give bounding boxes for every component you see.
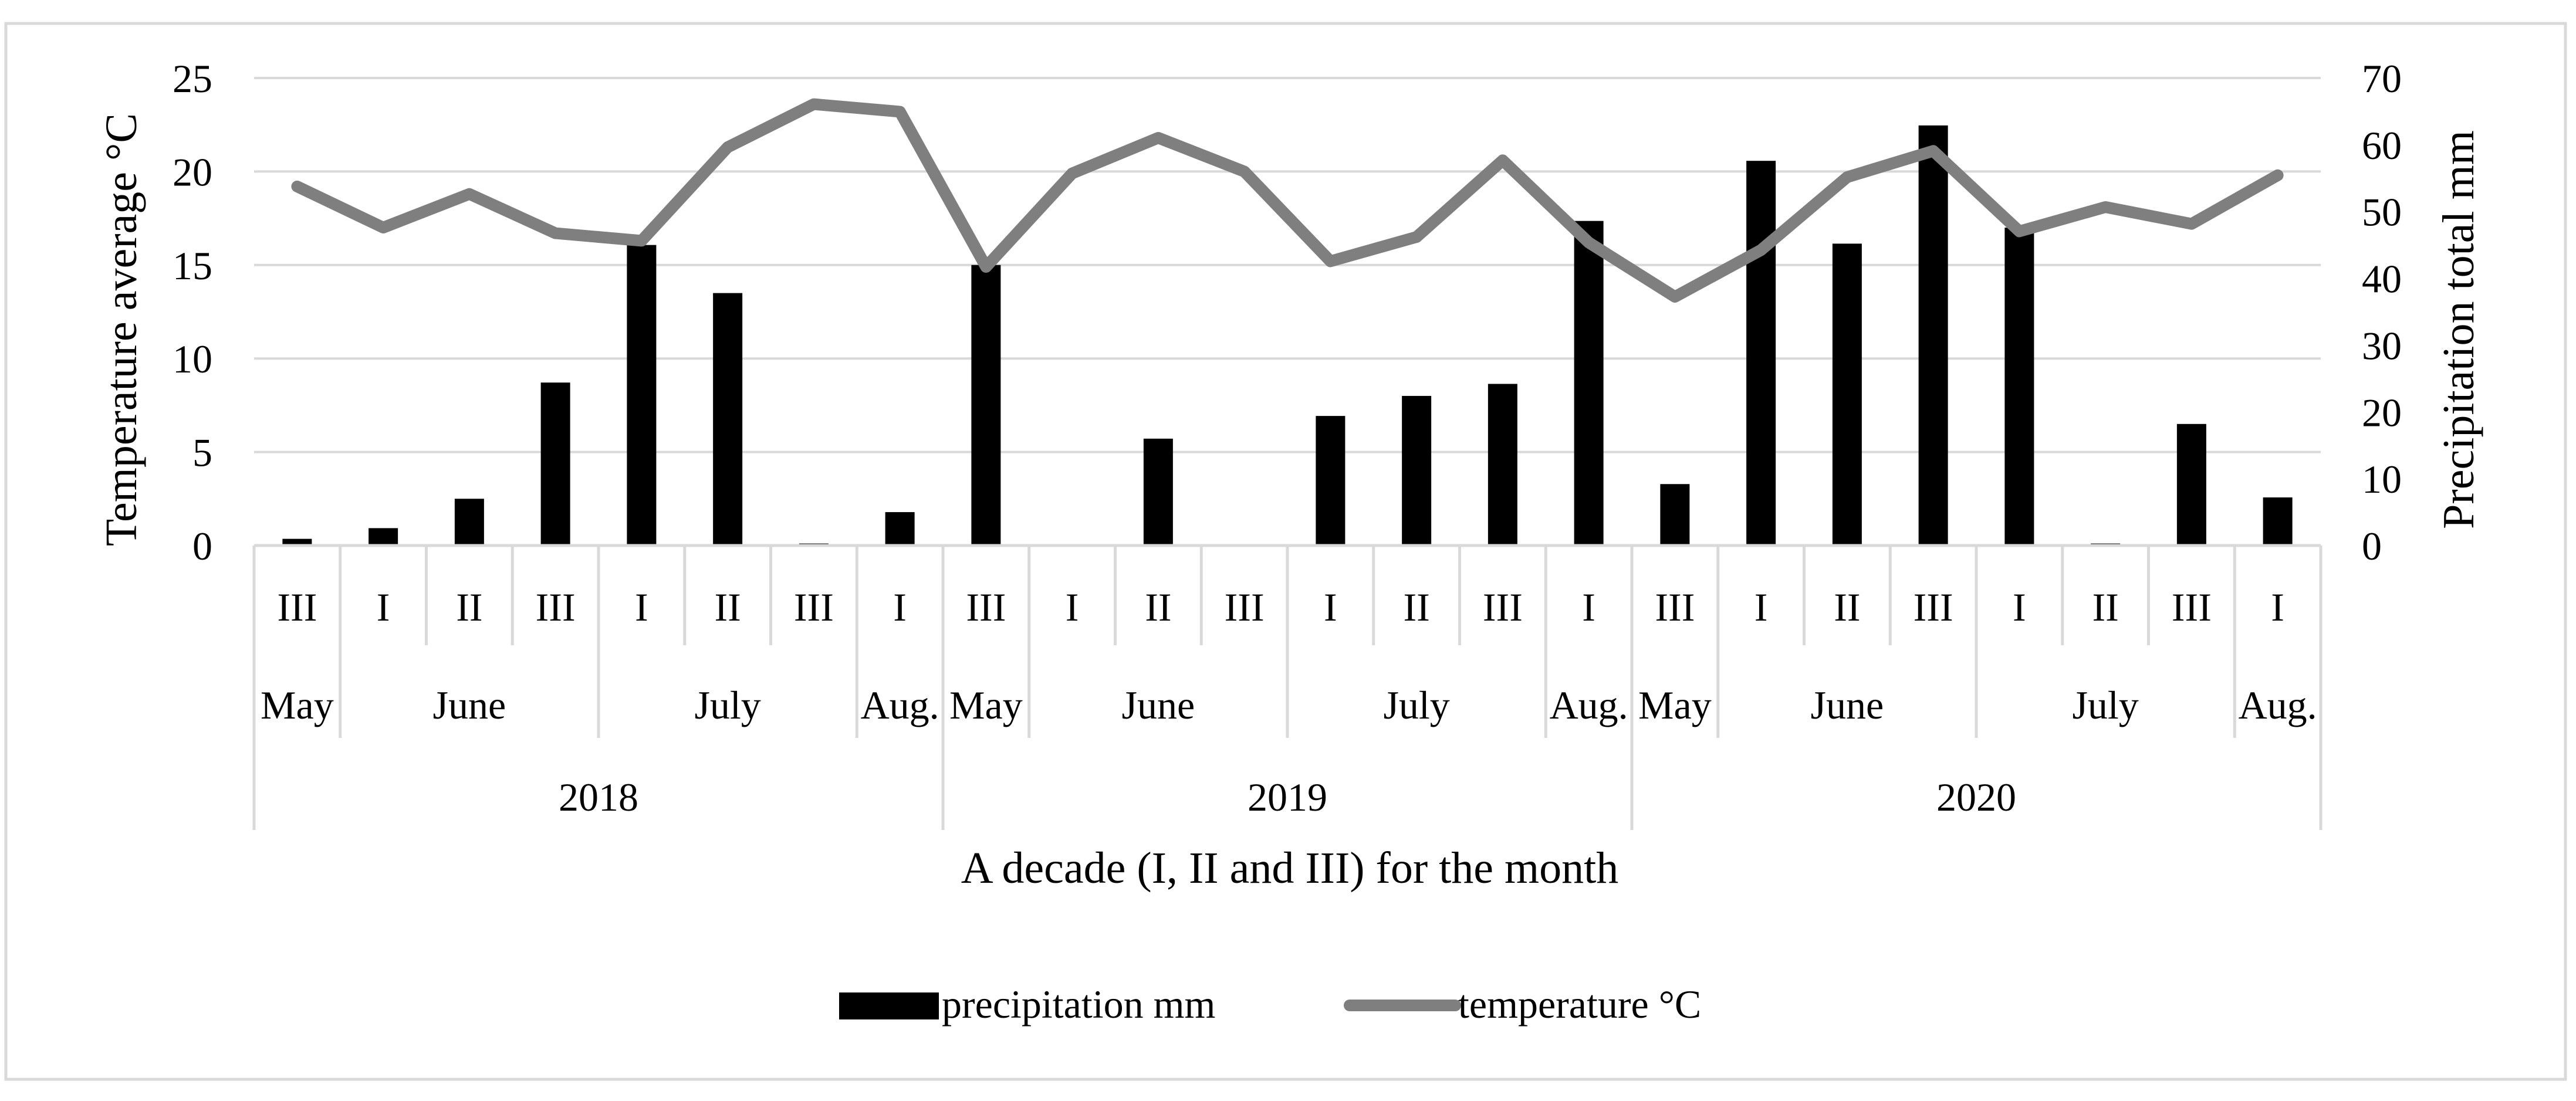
precipitation-bar: [1488, 384, 1517, 546]
right-tick-label: 50: [2362, 190, 2402, 235]
decade-label: III: [966, 585, 1006, 629]
month-label: July: [2072, 683, 2138, 727]
precipitation-bar: [971, 265, 1001, 546]
precipitation-bar: [1143, 438, 1173, 546]
left-tick-label: 20: [173, 150, 212, 194]
month-label: May: [1638, 683, 1712, 727]
legend: precipitation mm temperature °C: [839, 982, 1701, 1027]
decade-label: II: [456, 585, 482, 629]
decade-label: I: [1324, 585, 1337, 629]
decade-label: III: [794, 585, 834, 629]
decade-label: III: [2172, 585, 2212, 629]
decade-label: III: [1914, 585, 1953, 629]
legend-precipitation-label: precipitation mm: [942, 982, 1215, 1027]
decade-label: III: [536, 585, 576, 629]
right-axis-title: Precipitation total mm: [2434, 130, 2483, 529]
precipitation-bar: [1574, 221, 1604, 546]
right-tick-label: 60: [2362, 123, 2402, 168]
left-axis-title: Temperature average °C: [97, 113, 146, 546]
decade-label: I: [2013, 585, 2026, 629]
precipitation-bar: [1832, 243, 1862, 546]
left-tick-label: 5: [192, 431, 212, 475]
month-label: Aug.: [1550, 683, 1628, 727]
decade-label: III: [277, 585, 317, 629]
right-tick-label: 20: [2362, 390, 2402, 435]
left-tick-label: 15: [173, 243, 212, 288]
decade-label: II: [1145, 585, 1171, 629]
right-tick-label: 30: [2362, 323, 2402, 368]
precipitation-bar: [540, 382, 570, 546]
precipitation-bar: [885, 512, 915, 546]
decade-label: I: [1754, 585, 1768, 629]
decade-label: I: [1066, 585, 1079, 629]
gridlines: [254, 77, 2321, 453]
right-tick-label: 40: [2362, 257, 2402, 301]
right-tick-label: 70: [2362, 56, 2402, 101]
month-label: June: [433, 683, 506, 727]
decade-label: II: [714, 585, 741, 629]
precipitation-bar: [627, 245, 657, 546]
precipitation-bar: [2004, 228, 2034, 546]
legend-precipitation-swatch: [839, 992, 939, 1019]
month-label: Aug.: [2239, 683, 2317, 727]
decade-label: III: [1483, 585, 1523, 629]
month-label: July: [694, 683, 760, 727]
precipitation-bar: [2263, 497, 2293, 546]
decade-label: II: [1834, 585, 1860, 629]
precipitation-bar: [1660, 484, 1690, 546]
decade-label: I: [2271, 585, 2284, 629]
month-label: June: [1811, 683, 1884, 727]
precipitation-bar: [1402, 395, 1432, 546]
chart-frame: [4, 22, 2567, 1081]
left-tick-label: 0: [192, 524, 212, 568]
month-label: July: [1383, 683, 1449, 727]
left-tick-label: 25: [173, 56, 212, 101]
decade-label: II: [1403, 585, 1429, 629]
precipitation-bars: [282, 125, 2293, 546]
month-label: June: [1122, 683, 1195, 727]
precipitation-bar: [2176, 424, 2206, 546]
temperature-line-group: [291, 98, 2284, 303]
decade-label: II: [2092, 585, 2118, 629]
year-label: 2019: [1248, 775, 1327, 819]
precipitation-bar: [1746, 161, 1776, 546]
precipitation-bar: [369, 528, 398, 546]
decade-label: I: [377, 585, 390, 629]
month-label: May: [261, 683, 334, 727]
value-ticks: 0 5 10 15 20 25 0 10 20 30 40 50 60 70: [173, 56, 2402, 568]
month-label: May: [949, 683, 1023, 727]
year-label: 2020: [1936, 775, 2016, 819]
temperature-line: [291, 98, 2284, 303]
year-label: 2018: [559, 775, 638, 819]
decade-label: III: [1225, 585, 1265, 629]
legend-temperature-label: temperature °C: [1458, 982, 1701, 1027]
precipitation-bar: [1316, 416, 1346, 546]
precipitation-bar: [454, 499, 484, 546]
decade-label: I: [893, 585, 907, 629]
x-axis-title: A decade (I, II and III) for the month: [961, 843, 1619, 893]
precipitation-bar: [1918, 125, 1948, 546]
category-axis: III I II III I II III I III I II III I II III I III I II II…: [252, 544, 2323, 830]
decade-label: I: [1582, 585, 1595, 629]
decade-label: III: [1655, 585, 1695, 629]
left-tick-label: 10: [173, 337, 212, 381]
decade-label: I: [635, 585, 648, 629]
month-label: Aug.: [861, 683, 939, 727]
precipitation-bar: [282, 538, 312, 546]
precipitation-bar: [713, 293, 743, 546]
right-tick-label: 0: [2362, 524, 2382, 568]
right-tick-label: 10: [2362, 457, 2402, 502]
